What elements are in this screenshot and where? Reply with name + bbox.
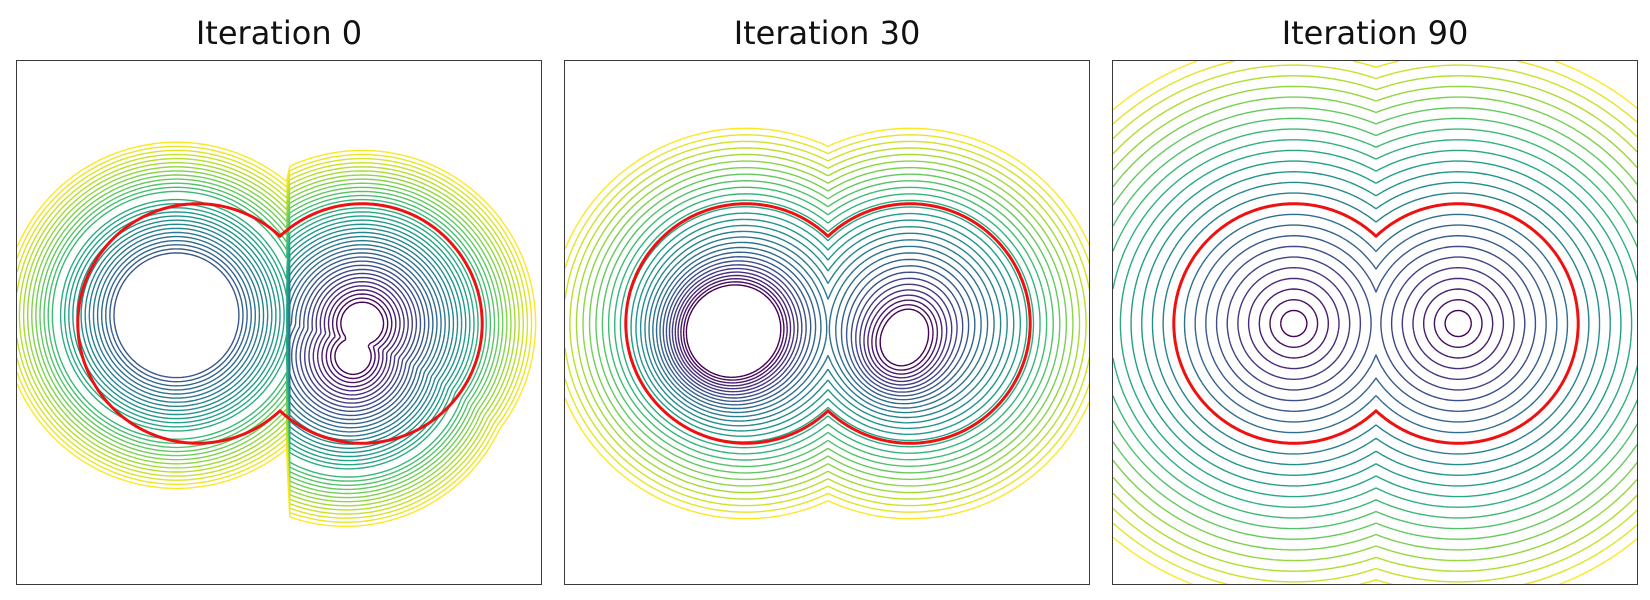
contour-lines xyxy=(17,141,537,527)
zero-level-contour xyxy=(1172,202,1580,445)
contour-line xyxy=(1226,256,1526,391)
contour-line xyxy=(1119,149,1633,498)
contour-line xyxy=(674,271,948,390)
contour-line xyxy=(1205,235,1547,412)
contour-line xyxy=(659,251,976,406)
contour-line xyxy=(1113,107,1637,540)
plot-area xyxy=(16,60,542,585)
plot-area xyxy=(1112,60,1638,585)
contour-line xyxy=(1113,75,1637,572)
contour-line xyxy=(601,180,1054,468)
contour-line xyxy=(569,147,1087,500)
contour-line xyxy=(1113,96,1637,551)
contour-line xyxy=(639,224,1008,427)
contour-line xyxy=(565,134,1089,513)
contour-line xyxy=(671,267,953,393)
panel-iteration-90: Iteration 90 xyxy=(1112,0,1638,600)
contour-line xyxy=(565,127,1089,520)
contour-line xyxy=(680,278,939,384)
contour-line xyxy=(17,149,529,519)
contour-line xyxy=(1113,61,1637,584)
contour-line xyxy=(1113,85,1637,562)
panel-title: Iteration 0 xyxy=(195,14,363,52)
contour-line xyxy=(17,141,537,527)
contour-line xyxy=(1237,267,1515,380)
contour-line xyxy=(619,199,1035,449)
contour-plot xyxy=(565,127,1089,520)
contour-line xyxy=(682,281,934,381)
contour-line xyxy=(655,246,982,410)
plot-area xyxy=(564,60,1090,585)
contour-line xyxy=(665,260,964,399)
contour-line xyxy=(17,153,524,515)
contour-line xyxy=(43,182,496,486)
contour-line xyxy=(1113,61,1637,584)
zero-level-contour xyxy=(76,202,484,445)
contour-line xyxy=(588,166,1067,481)
panel-title: Iteration 30 xyxy=(733,14,921,52)
zero-level-contour xyxy=(624,202,1032,445)
contour-line xyxy=(1113,117,1637,530)
empty-core-region xyxy=(115,254,238,377)
contour-line xyxy=(677,274,943,387)
contour-line xyxy=(1141,171,1611,476)
contour-lines xyxy=(565,127,1089,520)
contour-line xyxy=(614,193,1041,455)
panel-title: Iteration 90 xyxy=(1281,14,1469,52)
contour-line xyxy=(595,173,1061,474)
contour-line xyxy=(582,160,1074,487)
contour-line xyxy=(644,230,1002,422)
contour-line xyxy=(84,223,455,445)
contour-line xyxy=(113,252,426,417)
panel-iteration-30: Iteration 30 xyxy=(564,0,1090,600)
contour-line xyxy=(1194,224,1558,423)
contour-line xyxy=(668,264,958,396)
contour-line xyxy=(1258,288,1494,359)
contour-line xyxy=(652,241,989,414)
empty-core-region xyxy=(704,316,745,357)
contour-line xyxy=(17,145,533,523)
contour-line xyxy=(607,186,1048,461)
contour-line xyxy=(18,157,520,511)
contour-line xyxy=(565,140,1089,507)
contour-lines xyxy=(1113,61,1637,584)
contour-line xyxy=(648,236,995,418)
contour-plot xyxy=(1113,61,1637,584)
contour-line xyxy=(1215,245,1537,402)
contour-line xyxy=(685,284,930,378)
contour-line xyxy=(662,256,970,402)
contour-line xyxy=(1113,128,1637,519)
contour-line xyxy=(1183,213,1569,434)
contour-line xyxy=(630,212,1021,437)
contour-line xyxy=(1130,160,1622,487)
contour-line xyxy=(22,162,516,507)
contour-line xyxy=(1113,139,1637,508)
contour-line xyxy=(1280,309,1472,338)
contour-line xyxy=(1162,192,1590,455)
contour-line xyxy=(635,218,1015,432)
contour-line xyxy=(1247,277,1505,370)
contour-line xyxy=(101,240,438,429)
contour-line xyxy=(39,178,500,491)
contour-line xyxy=(1113,64,1637,583)
contour-line xyxy=(1269,299,1483,348)
contour-line xyxy=(1151,181,1601,466)
contour-line xyxy=(575,153,1081,494)
panel-iteration-0: Iteration 0 xyxy=(16,0,542,600)
contour-plot xyxy=(17,141,537,527)
contour-line xyxy=(109,248,430,421)
